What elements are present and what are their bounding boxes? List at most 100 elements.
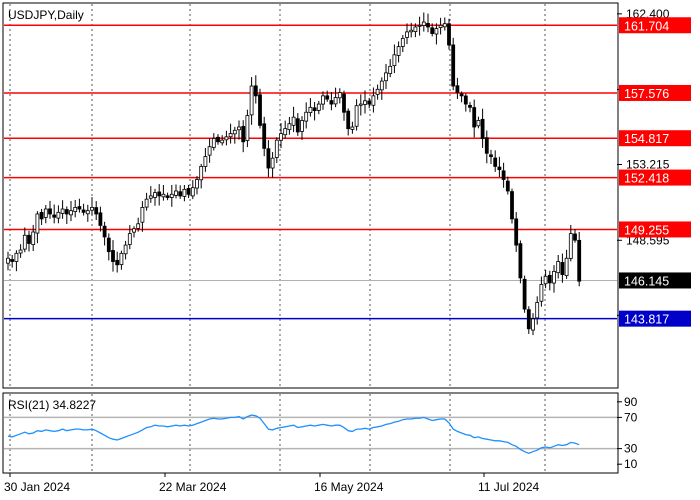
candle-body	[421, 21, 426, 26]
candlesticks	[6, 12, 582, 336]
candle-body	[10, 259, 15, 262]
chart-title: USDJPY,Daily	[8, 8, 84, 22]
candle-body	[396, 46, 401, 56]
candle-body	[489, 154, 493, 157]
level-label: 154.817	[624, 132, 669, 146]
candle-body	[174, 190, 178, 196]
candle-body	[287, 123, 292, 131]
candle-body	[178, 191, 183, 197]
level-label-box	[619, 84, 691, 101]
level-label: 157.576	[624, 87, 669, 101]
candle-body	[514, 218, 519, 246]
candle-body	[468, 104, 472, 108]
candle-body	[531, 318, 535, 331]
candle-body	[392, 54, 397, 67]
price-tick-label: 153.215	[626, 157, 670, 171]
candle-body	[123, 244, 128, 255]
level-label: 152.418	[624, 172, 669, 186]
candle-body	[94, 207, 99, 215]
candle-body	[308, 106, 313, 114]
level-label-box	[619, 17, 691, 34]
candle-body	[346, 110, 351, 130]
candle-body	[237, 126, 241, 131]
candle-body	[350, 126, 355, 130]
level-label-box	[619, 130, 691, 147]
candle-body	[69, 210, 73, 216]
candle-body	[211, 138, 216, 148]
candle-body	[388, 65, 393, 75]
candle-body	[241, 126, 246, 143]
candle-body	[115, 259, 120, 266]
candle-body	[552, 270, 556, 284]
candle-body	[409, 29, 414, 33]
candle-body	[560, 262, 565, 276]
candle-body	[497, 166, 502, 171]
candle-body	[262, 123, 267, 149]
vertical-gridlines	[9, 4, 546, 472]
candle-body	[447, 23, 451, 46]
candle-body	[85, 210, 90, 215]
time-tick-label: 22 Mar 2024	[159, 480, 227, 494]
candle-body	[119, 252, 124, 266]
candle-body	[203, 156, 208, 167]
candle-body	[329, 100, 334, 105]
candle-body	[442, 23, 447, 28]
candle-body	[186, 187, 191, 195]
candle-body	[102, 225, 107, 238]
candle-body	[161, 193, 166, 198]
candle-body	[81, 209, 86, 213]
candle-body	[510, 191, 514, 220]
candle-body	[22, 234, 27, 250]
rsi-line	[7, 414, 580, 454]
candle-body	[480, 118, 485, 139]
candle-body	[6, 257, 10, 264]
candle-body	[375, 88, 380, 95]
candle-body	[207, 146, 212, 156]
candle-body	[148, 195, 153, 199]
candle-body	[132, 228, 136, 233]
level-label-box	[619, 169, 691, 186]
candle-body	[312, 107, 317, 112]
candle-body	[543, 275, 548, 285]
candle-body	[501, 170, 506, 180]
candle-body	[363, 100, 367, 105]
candle-body	[493, 157, 498, 167]
candle-body	[153, 192, 157, 198]
candle-body	[232, 129, 237, 135]
candle-body	[384, 72, 388, 82]
candle-body	[472, 107, 477, 128]
candle-body	[518, 243, 523, 279]
price-pane	[2, 2, 619, 389]
candle-body	[190, 187, 195, 197]
candle-body	[64, 209, 69, 215]
candle-body	[568, 233, 573, 259]
candle-body	[60, 208, 65, 214]
candle-body	[224, 136, 229, 141]
candle-body	[249, 85, 254, 116]
rsi-label: RSI(21) 34.8227	[8, 398, 96, 412]
candle-body	[455, 85, 460, 93]
candle-body	[48, 208, 52, 215]
candle-body	[270, 157, 275, 169]
candle-body	[371, 95, 376, 106]
rsi-tick-label: 10	[624, 457, 638, 471]
candle-body	[35, 213, 40, 234]
candle-body	[426, 23, 430, 28]
candle-body	[463, 95, 468, 105]
candle-body	[31, 231, 36, 245]
candle-body	[253, 85, 258, 97]
time-tick-label: 16 May 2024	[314, 480, 384, 494]
candle-body	[27, 234, 31, 244]
candle-body	[342, 93, 346, 113]
candle-body	[535, 302, 540, 319]
candle-body	[405, 31, 409, 38]
candle-body	[379, 80, 384, 91]
time-tick-label: 11 Jul 2024	[478, 480, 539, 494]
candle-body	[295, 118, 300, 133]
candle-body	[169, 193, 174, 198]
candle-body	[304, 111, 309, 122]
candle-body	[476, 120, 481, 127]
level-label: 161.704	[624, 19, 669, 33]
candle-body	[430, 27, 435, 34]
